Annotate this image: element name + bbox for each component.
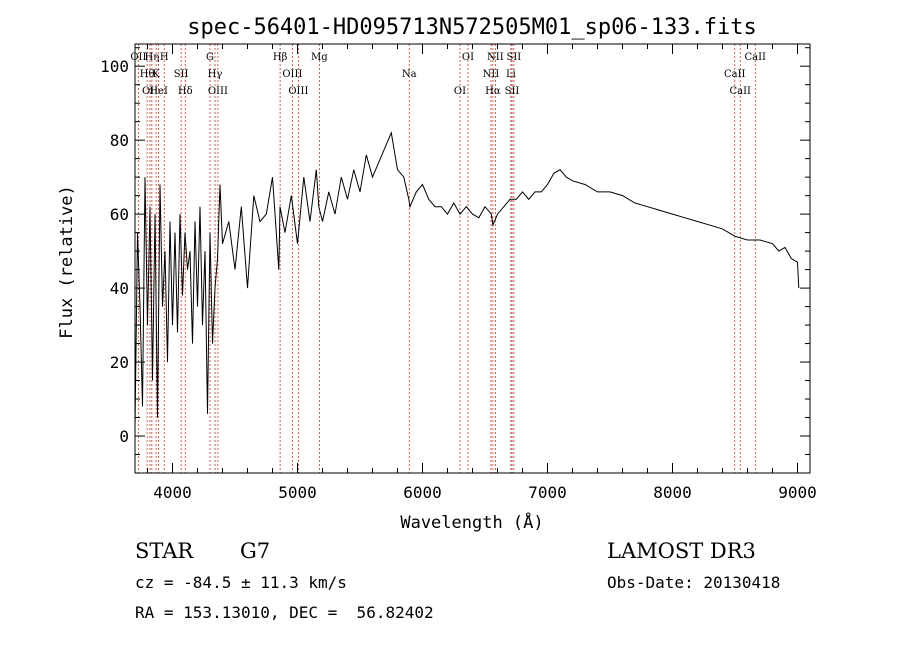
x-tick-label: 5000 [278, 483, 317, 502]
line-label: OII [130, 52, 146, 63]
object-class: STAR [135, 539, 194, 563]
y-tick-label: 60 [110, 205, 129, 224]
line-label: CaII [729, 86, 751, 97]
x-axis-label: Wavelength (Å) [400, 511, 543, 533]
x-tick-label: 8000 [653, 483, 692, 502]
line-label: NII [487, 52, 504, 63]
chart-title: spec-56401-HD095713N572505M01_sp06-133.f… [187, 15, 757, 40]
emission-line-labels: OIIHθOIIHηKHeIHSIIHδGHγOIIIHβOIIIOIIIMgN… [130, 52, 766, 97]
y-tick-label: 0 [119, 427, 129, 446]
y-tick-label: 20 [110, 353, 129, 372]
line-label: OIII [282, 69, 302, 80]
line-label: Hβ [273, 52, 288, 63]
line-label: OI [454, 86, 466, 97]
flux-series-line [134, 131, 800, 429]
spectral-subclass: G7 [240, 539, 271, 563]
line-label: Hγ [208, 69, 223, 80]
line-label: Hη [145, 52, 160, 63]
line-label: OII [142, 86, 158, 97]
line-label: Li [506, 69, 516, 80]
x-tick-label: 4000 [153, 483, 192, 502]
y-tick-label: 100 [100, 57, 129, 76]
line-label: Na [402, 69, 417, 80]
x-tick-label: 6000 [403, 483, 442, 502]
line-label: Hθ [140, 69, 155, 80]
coordinates: RA = 153.13010, DEC = 56.82402 [135, 603, 434, 622]
line-label: H [160, 52, 169, 63]
line-label: Hδ [178, 86, 193, 97]
line-label: Hα [485, 86, 501, 97]
line-label: HeI [149, 86, 168, 97]
line-label: CaII [724, 69, 746, 80]
line-label: SII [174, 69, 189, 80]
axis-ticks [135, 44, 810, 474]
line-label: OIII [288, 86, 308, 97]
line-label: OI [462, 52, 474, 63]
y-tick-label: 40 [110, 279, 129, 298]
line-label: NII [483, 69, 500, 80]
line-label: CaII [744, 52, 766, 63]
axis-tick-labels: 4000 5000 6000 7000 8000 9000 0 20 40 60 80 100 [100, 57, 817, 502]
y-tick-label: 80 [110, 131, 129, 150]
emission-line-markers [137, 44, 756, 473]
x-tick-label: 9000 [778, 483, 817, 502]
y-axis-label: Flux (relative) [57, 185, 77, 339]
line-label: K [152, 69, 160, 80]
observation-date: Obs-Date: 20130418 [607, 573, 781, 592]
x-tick-label: 7000 [528, 483, 567, 502]
redshift-velocity: cz = -84.5 ± 11.3 km/s [135, 573, 347, 592]
line-label: G [206, 52, 214, 63]
line-label: SII [506, 52, 521, 63]
line-label: Mg [311, 52, 328, 63]
line-label: SII [505, 86, 520, 97]
survey-name: LAMOST DR3 [607, 539, 756, 563]
line-label: OIII [208, 86, 228, 97]
